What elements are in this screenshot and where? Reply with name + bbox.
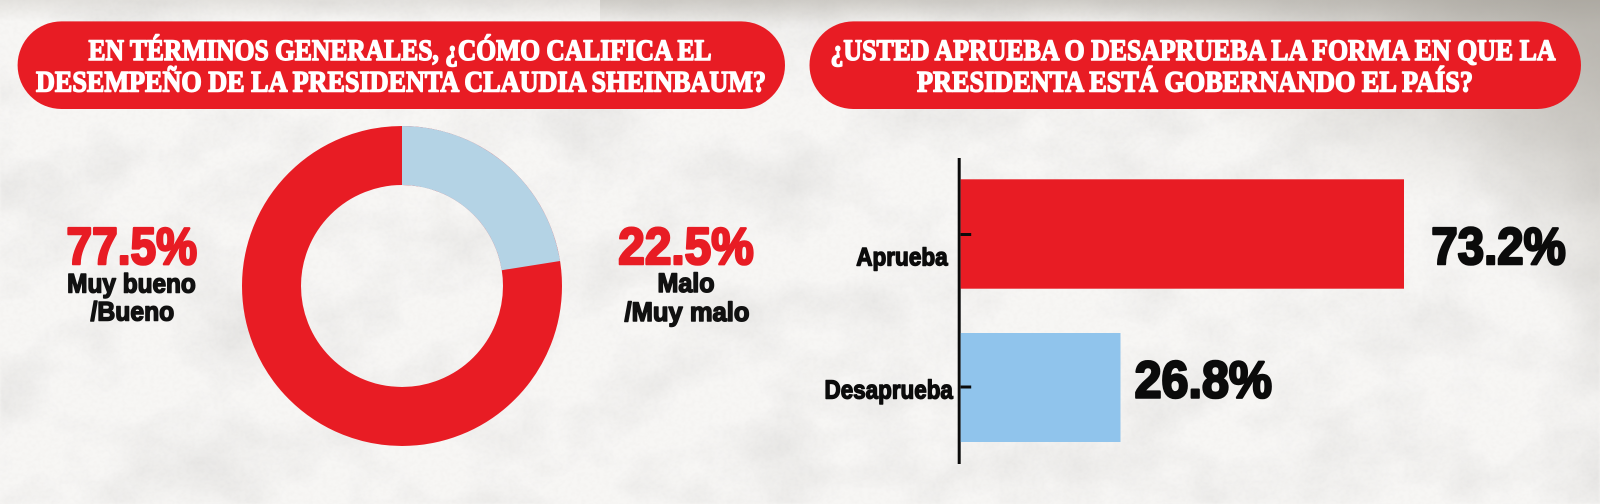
svg-text:Aprueba: Aprueba xyxy=(856,244,948,272)
svg-text:¿USTED APRUEBA O DESAPRUEBA LA: ¿USTED APRUEBA O DESAPRUEBA LA FORMA EN … xyxy=(831,34,1556,67)
svg-text:73.2%: 73.2% xyxy=(1431,218,1565,276)
svg-text:/Bueno: /Bueno xyxy=(91,296,175,326)
svg-text:/Muy malo: /Muy malo xyxy=(625,297,750,327)
svg-text:26.8%: 26.8% xyxy=(1135,352,1272,410)
svg-text:Muy bueno: Muy bueno xyxy=(67,268,196,298)
svg-text:EN TÉRMINOS GENERALES, ¿CÓMO C: EN TÉRMINOS GENERALES, ¿CÓMO CALIFICA EL xyxy=(89,34,712,67)
svg-text:22.5%: 22.5% xyxy=(618,218,753,276)
svg-text:Malo: Malo xyxy=(657,268,714,298)
svg-text:77.5%: 77.5% xyxy=(67,218,198,276)
svg-text:PRESIDENTA ESTÁ GOBERNANDO EL: PRESIDENTA ESTÁ GOBERNANDO EL PAÍS? xyxy=(917,66,1473,99)
svg-text:Desaprueba: Desaprueba xyxy=(825,375,954,405)
svg-text:DESEMPEÑO DE LA PRESIDENTA CLA: DESEMPEÑO DE LA PRESIDENTA CLAUDIA SHEIN… xyxy=(36,66,766,99)
